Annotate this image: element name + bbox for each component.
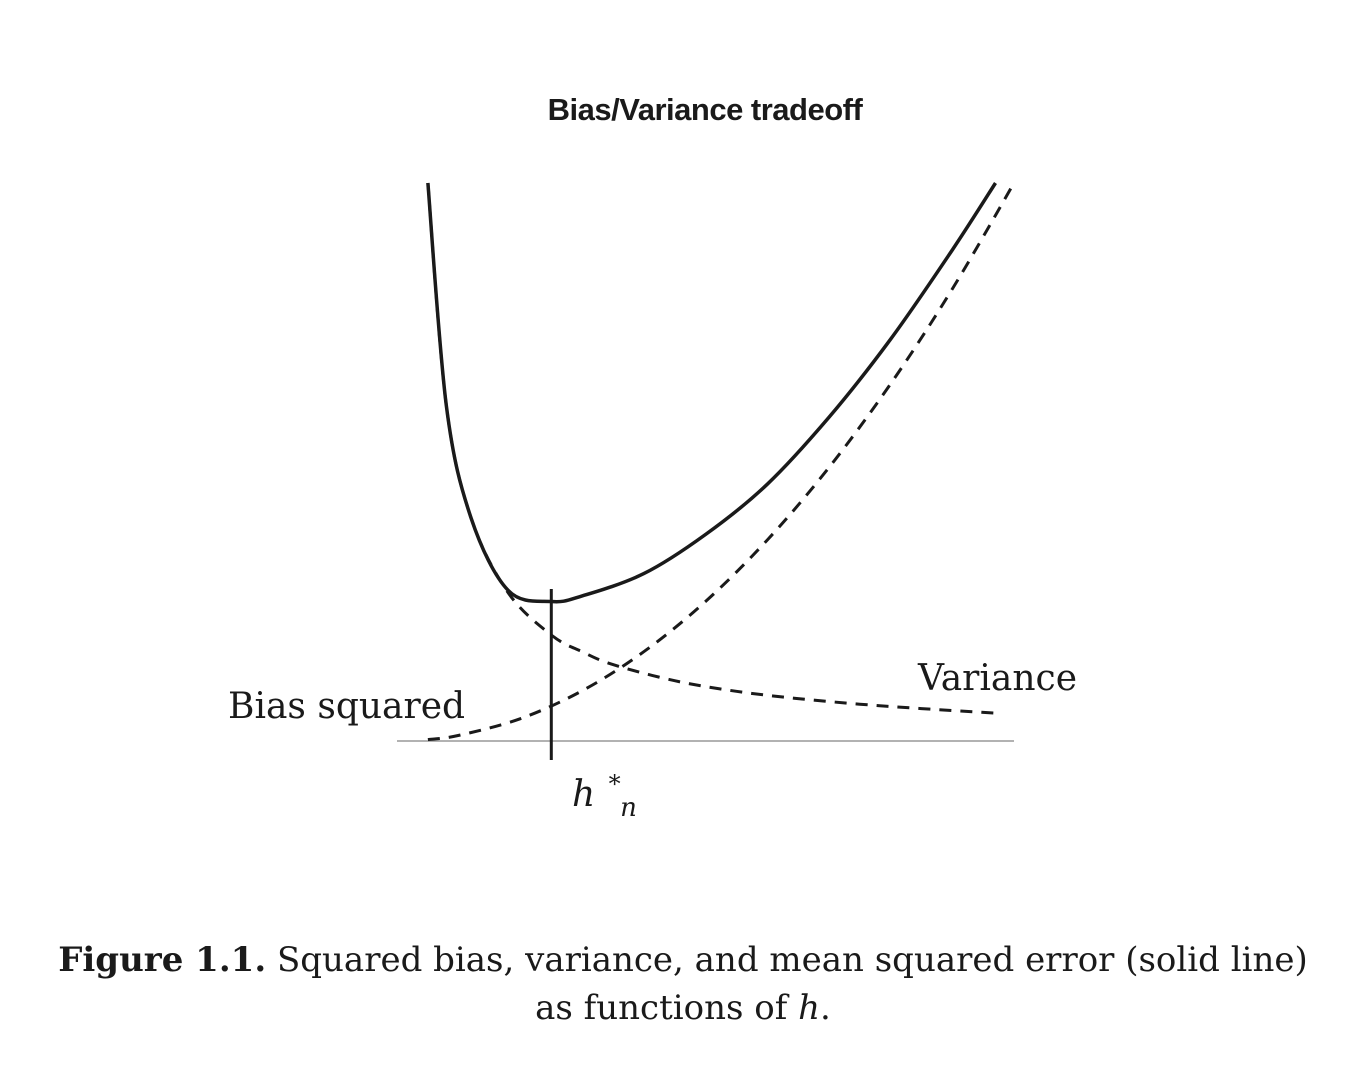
h-star-sup: * — [609, 770, 621, 798]
caption-text-line2-prefix: as functions of — [535, 988, 799, 1028]
figure-caption: Figure 1.1. Squared bias, variance, and … — [0, 936, 1366, 1032]
bias-squared-label: Bias squared — [228, 686, 465, 727]
caption-label: Figure 1.1. — [58, 940, 267, 980]
caption-text-line2-suffix: . — [820, 988, 831, 1028]
variance-label: Variance — [917, 658, 1077, 699]
h-star-label: h * n — [572, 760, 637, 823]
caption-math-h: h — [798, 988, 821, 1028]
variance-curve — [426, 182, 996, 715]
h-star-main: h — [572, 774, 595, 815]
chart-title: Bias/Variance tradeoff — [547, 92, 863, 127]
caption-text-line1: Squared bias, variance, and mean squared… — [266, 940, 1308, 980]
h-star-sub: n — [620, 793, 637, 823]
bias-squared-curve — [427, 182, 1016, 742]
mse-curve — [426, 182, 997, 604]
